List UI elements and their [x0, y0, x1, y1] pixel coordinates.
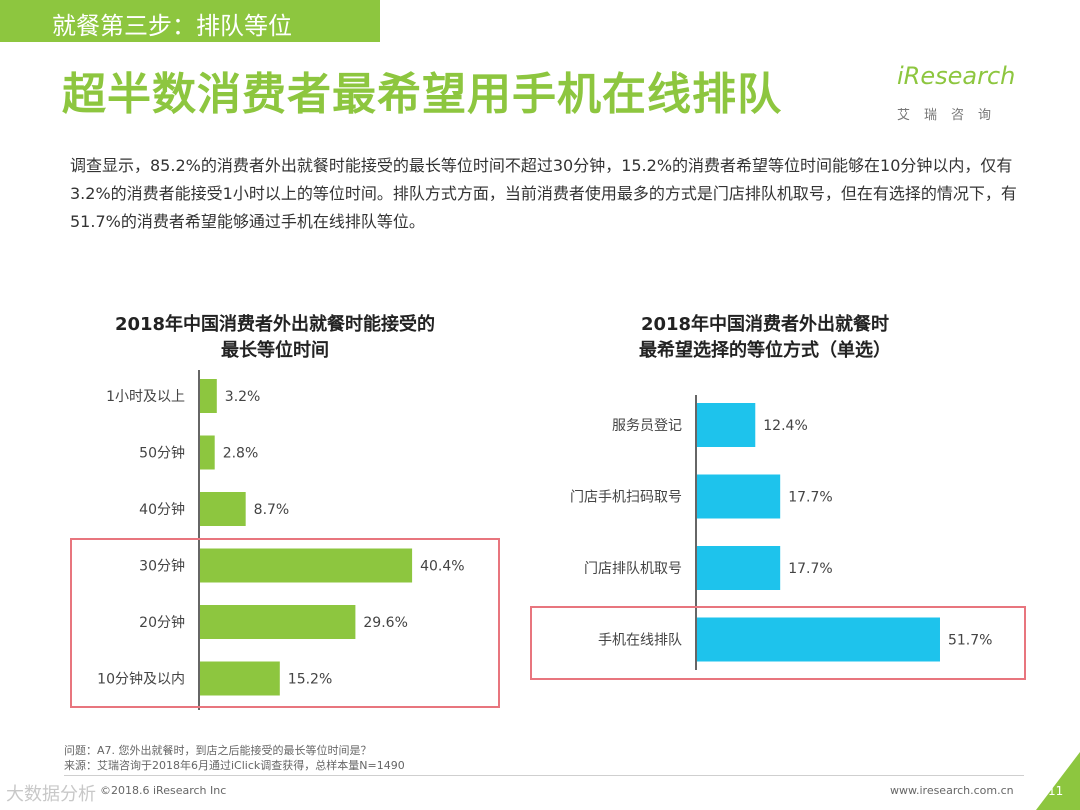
chart1-bar: [200, 605, 356, 639]
chart2-bar: [697, 403, 756, 447]
chart1-value-label: 2.8%: [223, 446, 259, 462]
chart2-value-label: 12.4%: [763, 418, 807, 434]
footer-copyright: ©2018.6 iResearch Inc: [100, 784, 227, 797]
chart1-bar: [200, 492, 246, 526]
corner-triangle: [1036, 752, 1080, 810]
logo-wordmark: iResearch: [897, 62, 1016, 90]
logo-chinese-name: 艾瑞咨询: [897, 108, 1006, 123]
chart2-bar: [697, 617, 940, 662]
chart2-title: 2018年中国消费者外出就餐时 最希望选择的等位方式（单选）: [560, 312, 970, 364]
chart1-bar: [200, 379, 217, 413]
chart1-category-label: 50分钟: [139, 445, 185, 462]
page-number: 11: [1048, 784, 1064, 798]
chart1-value-label: 29.6%: [363, 615, 407, 631]
chart2-highlight-box: [530, 606, 1026, 680]
footer-question: 问题：A7. 您外出就餐时，到店之后能接受的最长等位时间是？: [64, 744, 372, 757]
chart1-category-label: 20分钟: [139, 614, 185, 631]
chart1-bar: [200, 548, 413, 583]
chart1-title-line2: 最长等位时间: [221, 340, 329, 361]
chart2-category-label: 门店排队机取号: [584, 561, 682, 577]
chart2-title-line2: 最希望选择的等位方式（单选）: [639, 340, 891, 361]
chart2-value-label: 51.7%: [948, 633, 992, 649]
chart2-category-label: 门店手机扫码取号: [570, 490, 682, 506]
footer-source: 来源：艾瑞咨询于2018年6月通过iClick调查获得，总样本量N=1490: [64, 759, 405, 772]
chart2-title-line1: 2018年中国消费者外出就餐时: [640, 314, 890, 335]
chart1-title: 2018年中国消费者外出就餐时能接受的 最长等位时间: [70, 312, 480, 364]
footer-website: www.iresearch.com.cn: [890, 784, 1014, 797]
chart1-bar: [200, 435, 215, 470]
chart1-highlight-box: [70, 538, 500, 708]
step-banner: 就餐第三步：排队等位: [0, 0, 380, 42]
chart1-bar: [200, 661, 280, 696]
chart1-category-label: 1小时及以上: [106, 389, 185, 405]
intro-paragraph: 调查显示，85.2%的消费者外出就餐时能接受的最长等位时间不超过30分钟，15.…: [70, 156, 1017, 231]
step-label: 就餐第三步：排队等位: [52, 12, 292, 40]
footer-divider: [64, 775, 1024, 776]
watermark: 大数据分析: [6, 784, 96, 805]
iresearch-logo: iResearch 艾瑞咨询: [893, 62, 1033, 124]
chart2-category-label: 手机在线排队: [598, 633, 682, 649]
chart1-category-label: 40分钟: [139, 501, 185, 518]
chart1-value-label: 3.2%: [225, 389, 261, 405]
chart1-category-label: 10分钟及以内: [97, 671, 185, 688]
chart2-bar: [697, 474, 781, 519]
chart2-value-label: 17.7%: [788, 561, 832, 577]
chart1-value-label: 15.2%: [288, 672, 332, 688]
page-title: 超半数消费者最希望用手机在线排队: [62, 69, 782, 120]
chart2-bar: [697, 546, 781, 590]
chart1-category-label: 30分钟: [139, 558, 185, 575]
chart1-value-label: 40.4%: [420, 559, 464, 575]
chart1-value-label: 8.7%: [254, 502, 290, 518]
chart2-value-label: 17.7%: [788, 490, 832, 506]
chart2-category-label: 服务员登记: [612, 418, 682, 434]
chart1-title-line1: 2018年中国消费者外出就餐时能接受的: [114, 314, 436, 335]
